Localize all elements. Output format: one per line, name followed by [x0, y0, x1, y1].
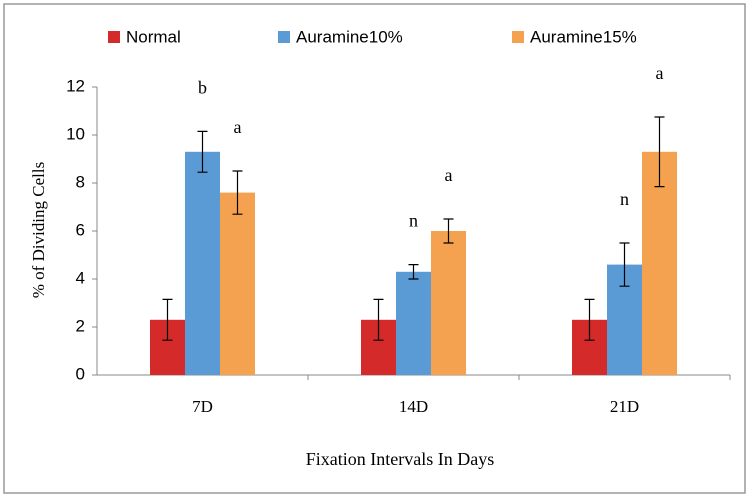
error-bar	[197, 130, 208, 173]
error-bar	[232, 170, 243, 215]
y-tick-label: 6	[76, 220, 85, 239]
y-tick-label: 8	[76, 172, 85, 191]
significance-letter: n	[409, 211, 418, 231]
error-bar	[443, 218, 454, 244]
x-tick-label: 21D	[610, 397, 639, 416]
legend-label: Auramine15%	[530, 27, 637, 46]
significance-letter: b	[198, 78, 207, 98]
significance-letter: a	[656, 63, 664, 83]
x-tick-label: 7D	[192, 397, 213, 416]
error-bar	[162, 298, 173, 341]
legend-label: Auramine10%	[296, 27, 403, 46]
frame	[3, 3, 746, 494]
bar	[185, 151, 220, 375]
y-tick-label: 12	[66, 76, 85, 95]
legend-swatch	[108, 31, 120, 43]
error-bar	[619, 242, 630, 287]
y-tick-label: 4	[76, 268, 85, 287]
error-bar	[654, 116, 665, 188]
y-tick-label: 0	[76, 364, 85, 383]
legend-swatch	[512, 31, 524, 43]
legend-label: Normal	[126, 27, 181, 46]
significance-letter: a	[234, 117, 242, 137]
x-axis-title: Fixation Intervals In Days	[306, 449, 494, 469]
y-axis-title: % of Dividing Cells	[29, 162, 48, 298]
bar	[396, 271, 431, 375]
significance-letter: a	[445, 165, 453, 185]
bar	[220, 192, 255, 375]
bar	[642, 151, 677, 375]
error-bar	[408, 264, 419, 280]
x-tick-label: 14D	[399, 397, 428, 416]
significance-letter: n	[620, 189, 629, 209]
error-bar	[584, 298, 595, 341]
error-bar	[373, 298, 384, 341]
bar	[431, 231, 466, 375]
y-tick-label: 2	[76, 316, 85, 335]
legend-swatch	[278, 31, 290, 43]
y-tick-label: 10	[66, 124, 85, 143]
